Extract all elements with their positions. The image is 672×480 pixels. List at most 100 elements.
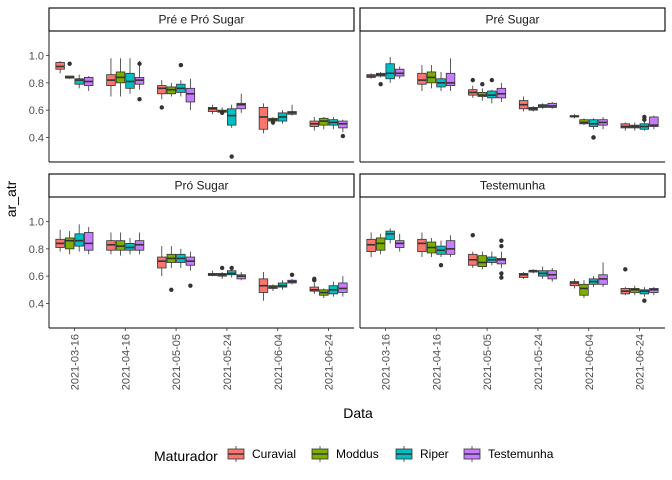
box bbox=[477, 255, 488, 267]
facet-strip bbox=[48, 7, 355, 32]
facet-strip-label: Pré Sugar bbox=[485, 13, 539, 27]
boxplot bbox=[426, 65, 437, 89]
boxplot bbox=[436, 71, 446, 92]
facet-panel: Pré e Pró Sugar 0.4 0.6 0.8 1.0 bbox=[29, 7, 355, 163]
boxplot bbox=[518, 272, 529, 279]
outlier-point bbox=[623, 267, 628, 272]
boxplot bbox=[236, 93, 246, 113]
box bbox=[64, 237, 75, 250]
boxplot bbox=[64, 231, 75, 255]
boxplot bbox=[579, 280, 589, 298]
box bbox=[84, 232, 94, 251]
y-tick-label: 0.8 bbox=[29, 244, 44, 256]
boxplot bbox=[547, 101, 557, 109]
boxplot bbox=[569, 114, 580, 119]
legend-label: Moddus bbox=[336, 447, 379, 461]
boxplot bbox=[417, 65, 427, 92]
boxplot bbox=[338, 119, 348, 139]
box bbox=[385, 63, 395, 80]
facet-strip bbox=[359, 7, 666, 32]
boxplot bbox=[598, 262, 608, 288]
boxplot bbox=[176, 248, 186, 268]
boxplot bbox=[395, 66, 405, 79]
boxplot bbox=[287, 104, 297, 116]
box bbox=[185, 87, 196, 103]
boxplot bbox=[468, 233, 478, 268]
boxplot bbox=[639, 114, 650, 131]
outlier-point bbox=[289, 272, 295, 277]
x-tick-label: 2021-04-16 bbox=[120, 334, 132, 390]
x-tick-label: 2021-05-24 bbox=[222, 334, 234, 390]
box bbox=[74, 78, 84, 85]
x-tick-label: 2021-05-24 bbox=[533, 334, 545, 390]
boxplot bbox=[74, 224, 84, 252]
boxplot bbox=[268, 284, 278, 292]
boxplot bbox=[74, 74, 84, 89]
facet-panel: Pró Sugar 0.4 0.6 0.8 1.0 2021-03-16 2021-04-1… bbox=[29, 173, 355, 390]
legend-title: Maturador bbox=[154, 448, 218, 464]
outlier-point bbox=[270, 120, 276, 125]
boxplot bbox=[328, 116, 339, 130]
boxplot bbox=[226, 104, 237, 159]
box bbox=[417, 238, 427, 252]
boxplot bbox=[366, 232, 376, 258]
y-axis-title: ar_atr bbox=[3, 180, 19, 217]
boxplot bbox=[134, 61, 145, 102]
boxplot bbox=[366, 73, 376, 79]
x-tick-label: 2021-03-16 bbox=[69, 334, 81, 390]
boxplot bbox=[176, 62, 186, 97]
boxplot bbox=[217, 265, 227, 279]
boxplot bbox=[277, 280, 288, 290]
outlier-point bbox=[219, 110, 225, 116]
legend: Maturador Curavial Moddus Riper Testemunha bbox=[154, 445, 554, 464]
legend-item: Curavial bbox=[226, 445, 296, 463]
outlier-point bbox=[67, 61, 72, 66]
boxplot bbox=[55, 61, 65, 74]
boxplot bbox=[579, 118, 589, 126]
boxplot bbox=[319, 116, 329, 130]
boxplot bbox=[649, 115, 659, 130]
boxplot bbox=[496, 82, 507, 102]
boxplot bbox=[468, 77, 478, 98]
box bbox=[385, 230, 395, 240]
outlier-point bbox=[378, 82, 383, 87]
box bbox=[258, 107, 269, 130]
boxplot bbox=[106, 232, 116, 255]
boxplot bbox=[328, 281, 339, 297]
y-tick-label: 0.4 bbox=[29, 132, 44, 144]
boxplot bbox=[417, 232, 427, 258]
boxplot bbox=[385, 56, 395, 83]
legend-label: Riper bbox=[420, 447, 449, 461]
boxplot bbox=[55, 229, 65, 252]
boxplot bbox=[537, 266, 548, 279]
outlier-point bbox=[229, 265, 234, 271]
boxplot bbox=[166, 82, 177, 97]
outlier-point bbox=[489, 77, 495, 83]
boxplot bbox=[338, 276, 348, 297]
boxplot bbox=[309, 276, 319, 294]
boxplot bbox=[287, 272, 297, 285]
boxplot bbox=[385, 228, 395, 244]
y-tick-label: 1.0 bbox=[29, 217, 44, 229]
boxplot bbox=[436, 240, 446, 268]
x-tick-label: 2021-06-04 bbox=[584, 334, 596, 390]
outlier-point bbox=[499, 243, 504, 249]
boxplot bbox=[226, 265, 237, 278]
outlier-point bbox=[159, 105, 164, 110]
box bbox=[226, 108, 237, 126]
y-tick-label: 0.8 bbox=[29, 78, 44, 90]
boxplot bbox=[185, 251, 196, 288]
boxplot bbox=[157, 80, 167, 110]
boxplot bbox=[106, 58, 116, 97]
outlier-point bbox=[137, 61, 142, 66]
outlier-point bbox=[470, 77, 475, 83]
legend-item: Testemunha bbox=[462, 445, 554, 463]
boxplot bbox=[496, 238, 507, 280]
boxplot bbox=[319, 288, 329, 298]
boxplot bbox=[588, 276, 599, 288]
boxplot bbox=[166, 246, 177, 292]
x-tick-label: 2021-05-05 bbox=[482, 334, 494, 390]
boxplot bbox=[125, 237, 135, 255]
boxplot bbox=[487, 251, 497, 266]
boxplot bbox=[258, 272, 269, 301]
